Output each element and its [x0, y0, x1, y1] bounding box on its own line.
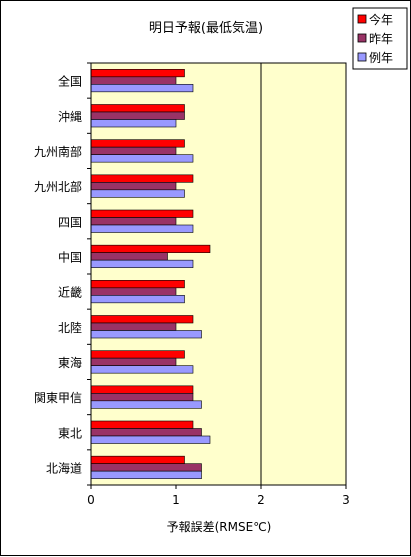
bar-3-9: [90, 365, 194, 374]
bar-1-6: [90, 244, 211, 253]
bar-1-3: [90, 139, 185, 148]
bar-1-11: [90, 420, 194, 429]
bar-3-6: [90, 259, 194, 268]
x-tick-label: 2: [257, 493, 265, 507]
bar-3-12: [90, 470, 202, 479]
category-label: 九州南部: [34, 144, 82, 159]
bar-1-10: [90, 385, 194, 394]
bar-1-12: [90, 455, 185, 464]
bar-2-4: [90, 182, 177, 191]
bar-2-2: [90, 111, 185, 120]
category-label: 近畿: [58, 286, 82, 300]
bar-1-5: [90, 209, 194, 218]
bar-2-1: [90, 76, 177, 85]
category-label: 四国: [58, 215, 82, 229]
category-label: 東北: [58, 426, 82, 440]
legend-label-2: 昨年: [369, 32, 393, 46]
bar-1-2: [90, 104, 185, 113]
bar-2-12: [90, 463, 202, 472]
bar-2-3: [90, 146, 177, 155]
bar-2-10: [90, 393, 194, 402]
x-axis-title: 予報誤差(RMSE℃): [167, 519, 272, 534]
bar-3-4: [90, 189, 185, 198]
bar-2-9: [90, 357, 177, 366]
legend-swatch-1: [357, 14, 367, 24]
legend-label-3: 例年: [369, 51, 393, 65]
legend-swatch-3: [357, 52, 367, 62]
x-tick-label: 1: [172, 493, 180, 507]
bar-2-5: [90, 217, 177, 226]
chart-title: 明日予報(最低気温): [149, 20, 263, 36]
bar-1-7: [90, 280, 185, 289]
bar-2-11: [90, 428, 202, 437]
category-label: 全国: [58, 74, 82, 89]
plot-background: [91, 63, 346, 485]
bar-2-7: [90, 287, 177, 296]
x-tick-label: 0: [87, 493, 95, 507]
category-label: 北陸: [58, 321, 82, 335]
bar-3-5: [90, 224, 194, 233]
bar-1-4: [90, 174, 194, 183]
bar-1-1: [90, 69, 185, 78]
bar-3-1: [90, 84, 194, 93]
bar-3-11: [90, 435, 211, 444]
category-label: 東海: [58, 355, 82, 370]
bar-3-8: [90, 330, 202, 339]
x-tick-label: 3: [342, 493, 350, 507]
bar-3-3: [90, 154, 194, 163]
legend-swatch-2: [357, 33, 367, 43]
bar-1-8: [90, 315, 194, 324]
category-label: 中国: [58, 249, 82, 264]
bar-1-9: [90, 350, 185, 359]
bar-2-8: [90, 322, 177, 331]
category-label: 九州北部: [34, 179, 82, 194]
plot-border: [90, 62, 347, 486]
category-label: 関東甲信: [34, 391, 82, 405]
category-label: 北海道: [46, 460, 82, 475]
bar-3-7: [90, 295, 185, 304]
bar-2-6: [90, 252, 168, 261]
legend-label-1: 今年: [369, 12, 393, 27]
bar-3-10: [90, 400, 202, 409]
category-label: 沖縄: [58, 109, 82, 124]
bar-3-2: [90, 119, 177, 128]
